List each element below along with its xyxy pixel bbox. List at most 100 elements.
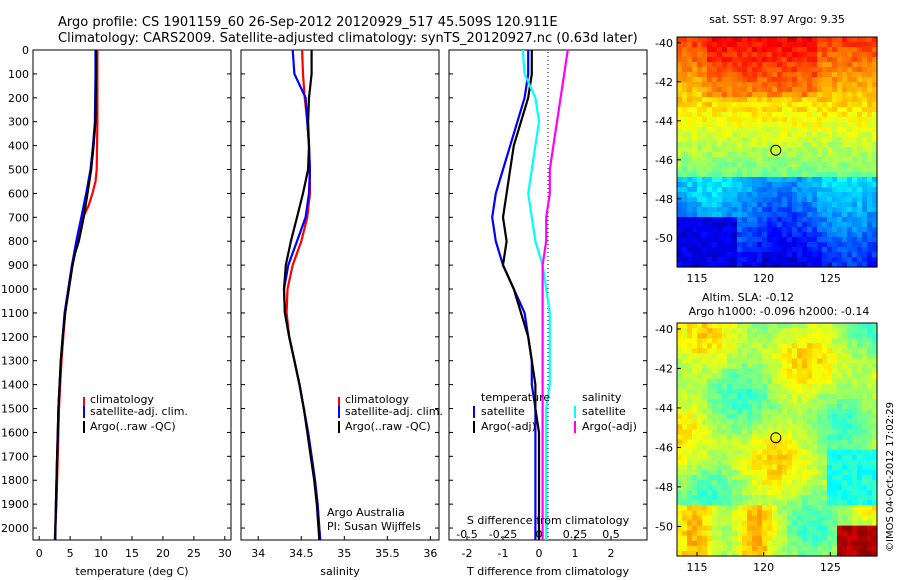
heatmap-cell	[722, 545, 728, 552]
heatmap-cell	[697, 490, 703, 496]
heatmap-cell	[772, 137, 778, 143]
heatmap-cell	[812, 152, 818, 158]
heatmap-cell	[767, 419, 773, 425]
heatmap-cell	[827, 535, 833, 542]
heatmap-cell	[687, 424, 693, 430]
heatmap-cell	[727, 520, 733, 527]
heatmap-cell	[702, 172, 708, 178]
heatmap-cell	[792, 47, 798, 53]
heatmap-cell	[692, 237, 698, 243]
heatmap-cell	[797, 424, 803, 430]
heatmap-cell	[857, 434, 863, 441]
heatmap-cell	[722, 102, 728, 108]
heatmap-cell	[677, 202, 683, 208]
heatmap-cell	[847, 490, 853, 496]
heatmap-cell	[872, 117, 878, 123]
heatmap-cell	[827, 520, 833, 527]
heatmap-cell	[847, 378, 853, 385]
heatmap-cell	[742, 62, 748, 68]
heatmap-cell	[827, 37, 833, 43]
heatmap-cell	[697, 177, 703, 183]
heatmap-cell	[777, 112, 783, 118]
heatmap-cell	[822, 530, 828, 537]
heatmap-cell	[862, 525, 868, 532]
heatmap-cell	[792, 398, 798, 405]
heatmap-cell	[822, 177, 828, 183]
heatmap-cell	[767, 222, 773, 228]
heatmap-cell	[832, 338, 838, 344]
heatmap-cell	[692, 197, 698, 203]
heatmap-cell	[702, 67, 708, 73]
heatmap-cell	[822, 333, 828, 339]
heatmap-cell	[857, 414, 863, 420]
heatmap-cell	[732, 414, 738, 420]
heatmap-cell	[842, 474, 848, 481]
heatmap-cell	[782, 162, 788, 168]
heatmap-cell	[872, 490, 878, 496]
heatmap-cell	[837, 404, 843, 410]
heatmap-cell	[697, 247, 703, 253]
heatmap-cell	[752, 67, 758, 73]
heatmap-cell	[777, 540, 783, 547]
heatmap-cell	[852, 207, 858, 213]
heatmap-cell	[732, 550, 738, 557]
heatmap-cell	[677, 474, 683, 481]
heatmap-cell	[842, 393, 848, 400]
heatmap-cell	[787, 207, 793, 213]
heatmap-cell	[687, 152, 693, 158]
heatmap-cell	[762, 182, 768, 188]
heatmap-cell	[867, 510, 873, 517]
heatmap-cell	[852, 262, 858, 268]
heatmap-cell	[682, 505, 688, 512]
heatmap-cell	[767, 439, 773, 446]
heatmap-cell	[792, 92, 798, 98]
heatmap-cell	[737, 500, 743, 506]
heatmap-cell	[772, 363, 778, 370]
heatmap-cell	[857, 172, 863, 178]
heatmap-cell	[757, 222, 763, 228]
heatmap-cell	[677, 187, 683, 193]
x-tick-label: 1	[572, 547, 579, 560]
heatmap-cell	[827, 353, 833, 360]
heatmap-cell	[677, 147, 683, 153]
heatmap-cell	[762, 172, 768, 178]
heatmap-cell	[737, 323, 743, 329]
heatmap-cell	[812, 409, 818, 415]
heatmap-cell	[852, 414, 858, 420]
heatmap-cell	[797, 520, 803, 527]
heatmap-cell	[827, 52, 833, 58]
heatmap-cell	[777, 212, 783, 218]
heatmap-cell	[707, 97, 713, 103]
heatmap-cell	[847, 550, 853, 557]
heatmap-cell	[687, 217, 693, 223]
heatmap-cell	[797, 434, 803, 441]
heatmap-cell	[707, 419, 713, 425]
heatmap-cell	[827, 444, 833, 451]
heatmap-cell	[837, 393, 843, 400]
heatmap-cell	[822, 353, 828, 360]
heatmap-cell	[822, 540, 828, 547]
heatmap-cell	[862, 490, 868, 496]
heatmap-cell	[842, 52, 848, 58]
heatmap-cell	[677, 107, 683, 113]
heatmap-cell	[777, 67, 783, 73]
heatmap-cell	[682, 172, 688, 178]
heatmap-cell	[732, 182, 738, 188]
heatmap-cell	[847, 47, 853, 53]
heatmap-cell	[772, 550, 778, 557]
heatmap-cell	[687, 82, 693, 88]
heatmap-cell	[732, 257, 738, 263]
heatmap-cell	[772, 520, 778, 527]
heatmap-cell	[717, 82, 723, 88]
heatmap-cell	[862, 404, 868, 410]
heatmap-cell	[847, 92, 853, 98]
heatmap-cell	[797, 247, 803, 253]
heatmap-cell	[832, 262, 838, 268]
heatmap-cell	[832, 348, 838, 354]
heatmap-cell	[832, 192, 838, 198]
heatmap-cell	[692, 227, 698, 233]
heatmap-cell	[802, 404, 808, 410]
heatmap-cell	[867, 353, 873, 360]
heatmap-cell	[857, 333, 863, 339]
heatmap-cell	[852, 132, 858, 138]
